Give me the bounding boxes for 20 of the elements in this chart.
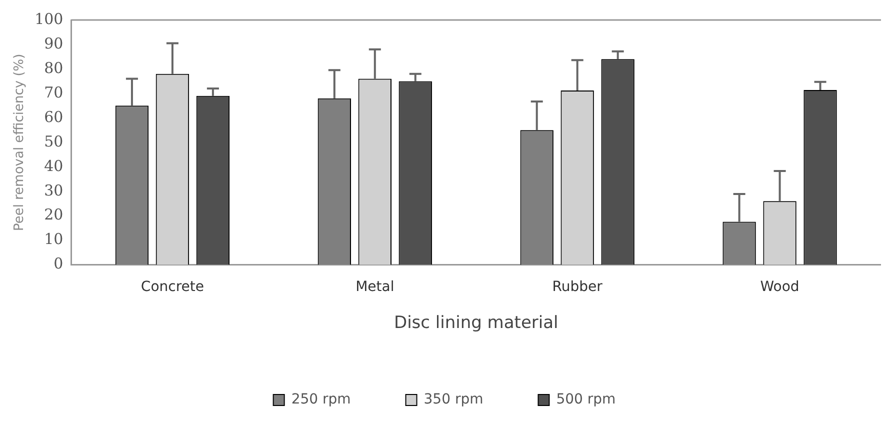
y-tick-label: 100 [34, 10, 64, 28]
x-axis-title: Disc lining material [394, 313, 558, 334]
y-tick-label: 90 [44, 34, 64, 52]
legend-label: 250 rpm [291, 392, 351, 408]
legend-label: 350 rpm [424, 392, 484, 408]
y-tick-label: 70 [44, 83, 64, 102]
legend-label: 500 rpm [556, 392, 616, 408]
y-axis-title: Peel removal efficiency (%) [12, 54, 28, 232]
y-tick-label: 10 [44, 230, 64, 248]
x-tick-label: Wood [760, 278, 800, 295]
x-tick-label: Metal [356, 278, 394, 295]
y-tick-label: 20 [44, 206, 64, 224]
y-tick-label: 40 [44, 156, 64, 175]
x-tick-label: Concrete [140, 278, 204, 295]
y-tick-label: 80 [44, 58, 64, 77]
y-tick-label: 50 [44, 132, 64, 150]
y-tick-label: 0 [54, 254, 64, 273]
y-tick-label: 60 [44, 108, 64, 126]
x-tick-label: Rubber [552, 278, 603, 295]
y-tick-label: 30 [44, 181, 64, 200]
